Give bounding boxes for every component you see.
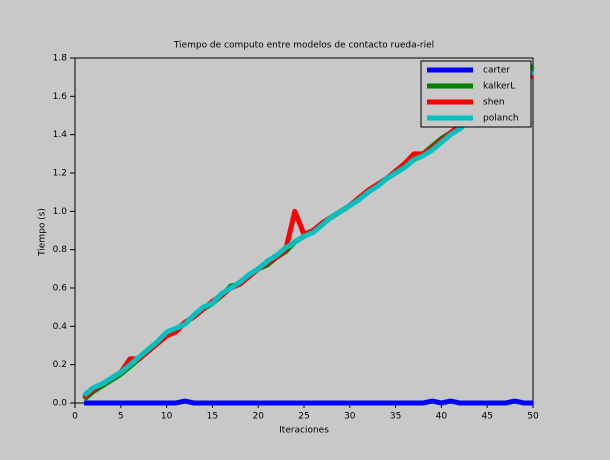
x-tick-label: 15 bbox=[207, 412, 218, 422]
x-tick-label: 45 bbox=[481, 412, 492, 422]
x-tick-label: 10 bbox=[161, 412, 173, 422]
y-tick-label: 1.8 bbox=[53, 54, 68, 64]
y-tick-label: 0.0 bbox=[53, 399, 68, 409]
y-tick-label: 0.6 bbox=[53, 284, 68, 294]
x-tick-label: 5 bbox=[118, 412, 124, 422]
legend-label: carter bbox=[483, 66, 510, 76]
legend-label: polanch bbox=[483, 114, 519, 124]
y-tick-label: 1.6 bbox=[53, 92, 68, 102]
chart-title: Tiempo de computo entre modelos de conta… bbox=[173, 41, 434, 51]
legend-label: shen bbox=[483, 98, 505, 108]
x-tick-label: 20 bbox=[252, 412, 264, 422]
legend-label: kalkerL bbox=[483, 82, 515, 92]
x-tick-label: 0 bbox=[72, 412, 78, 422]
y-tick-label: 1.4 bbox=[53, 130, 68, 140]
x-tick-label: 25 bbox=[298, 412, 309, 422]
y-tick-label: 0.4 bbox=[53, 322, 68, 332]
x-axis-label: Iteraciones bbox=[279, 426, 329, 436]
x-tick-label: 40 bbox=[436, 412, 448, 422]
x-tick-label: 35 bbox=[390, 412, 401, 422]
y-tick-label: 0.2 bbox=[53, 360, 67, 370]
y-tick-label: 1.2 bbox=[53, 169, 67, 179]
y-tick-label: 1.0 bbox=[53, 207, 68, 217]
y-tick-label: 0.8 bbox=[53, 245, 68, 255]
y-axis-label: Tiempo (s) bbox=[38, 208, 48, 257]
x-tick-label: 30 bbox=[344, 412, 356, 422]
x-tick-label: 50 bbox=[527, 412, 539, 422]
series-line bbox=[82, 69, 535, 398]
series-line bbox=[84, 398, 533, 406]
